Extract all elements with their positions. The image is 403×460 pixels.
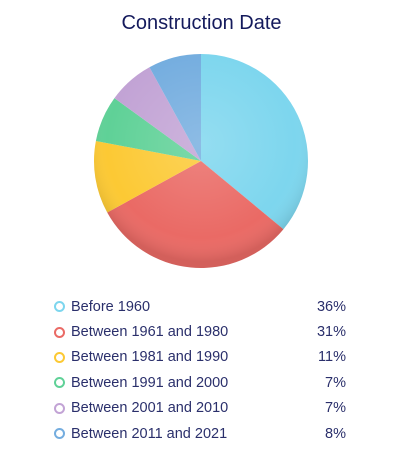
legend: Before 1960 36% Between 1961 and 1980 31% Be… — [54, 294, 346, 446]
legend-label: Between 1961 and 1980 — [71, 324, 229, 341]
legend-value: 7% — [325, 400, 346, 417]
legend-swatch-icon — [54, 428, 65, 440]
legend-value: 7% — [325, 374, 346, 391]
legend-swatch-icon — [54, 326, 65, 338]
legend-label: Before 1960 — [71, 298, 151, 315]
legend-label: Between 2001 and 2010 — [71, 400, 229, 417]
legend-value: 8% — [325, 425, 346, 442]
legend-swatch-icon — [54, 377, 65, 389]
legend-item[interactable]: Between 1991 and 2000 7% — [54, 370, 346, 395]
legend-swatch-icon — [54, 402, 65, 414]
legend-label: Between 1981 and 1990 — [71, 349, 229, 366]
legend-swatch-icon — [54, 301, 65, 313]
legend-item[interactable]: Between 2001 and 2010 7% — [54, 396, 346, 421]
pie-chart — [93, 54, 308, 268]
legend-label: Between 2011 and 2021 — [71, 425, 228, 442]
legend-value: 31% — [316, 324, 346, 341]
legend-swatch-icon — [54, 351, 65, 363]
legend-item[interactable]: Between 2011 and 2021 8% — [54, 421, 346, 446]
legend-value: 11% — [318, 349, 346, 366]
legend-item[interactable]: Between 1981 and 1990 11% — [54, 345, 346, 370]
chart-title: Construction Date — [121, 12, 282, 34]
legend-item[interactable]: Before 1960 36% — [54, 294, 346, 319]
legend-item[interactable]: Between 1961 and 1980 31% — [54, 319, 346, 344]
legend-value: 36% — [316, 298, 346, 315]
legend-label: Between 1991 and 2000 — [71, 374, 229, 391]
